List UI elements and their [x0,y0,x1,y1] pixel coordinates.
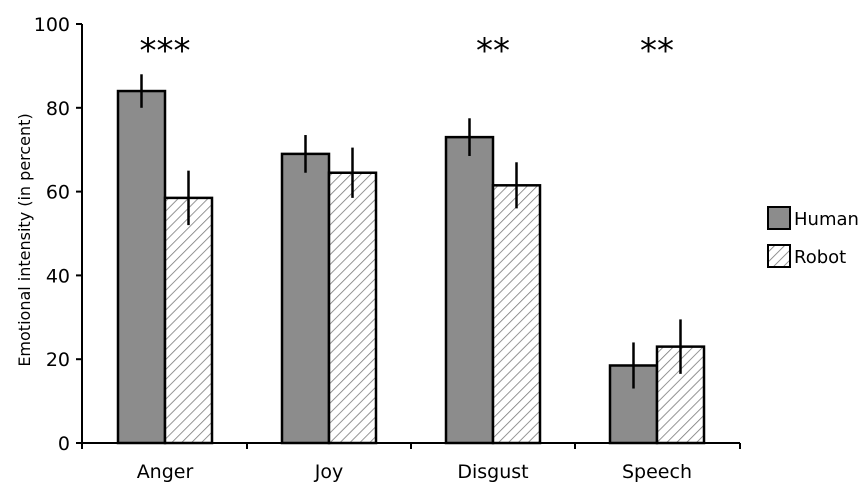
bar-human-anger [116,89,167,445]
y-tick-label: 40 [46,265,70,287]
bar-human-disgust [444,135,495,445]
legend: Human Robot [767,206,859,268]
y-tick-label: 100 [34,14,70,36]
y-tick-label: 60 [46,182,70,204]
legend-label-human: Human [794,209,859,230]
x-tick-label: Speech [622,461,692,483]
x-tick-label: Disgust [457,461,528,483]
y-tick-label: 20 [46,349,70,371]
bar-robot-anger [163,196,214,445]
significance-marker: ** [476,31,510,71]
legend-swatch-robot [767,244,791,268]
significance-marker: *** [140,31,191,71]
x-tick-label: Anger [137,461,194,483]
legend-swatch-human [767,206,791,230]
y-axis-title: Emotional intensity (in percent) [15,113,34,366]
y-tick-label: 0 [58,433,70,455]
bar-robot-joy [327,171,378,445]
x-tick-label: Joy [314,461,343,483]
bar-human-joy [280,152,331,445]
legend-label-robot: Robot [794,247,846,268]
bar-robot-disgust [491,184,542,445]
y-tick-label: 80 [46,98,70,120]
significance-marker: ** [640,31,674,71]
